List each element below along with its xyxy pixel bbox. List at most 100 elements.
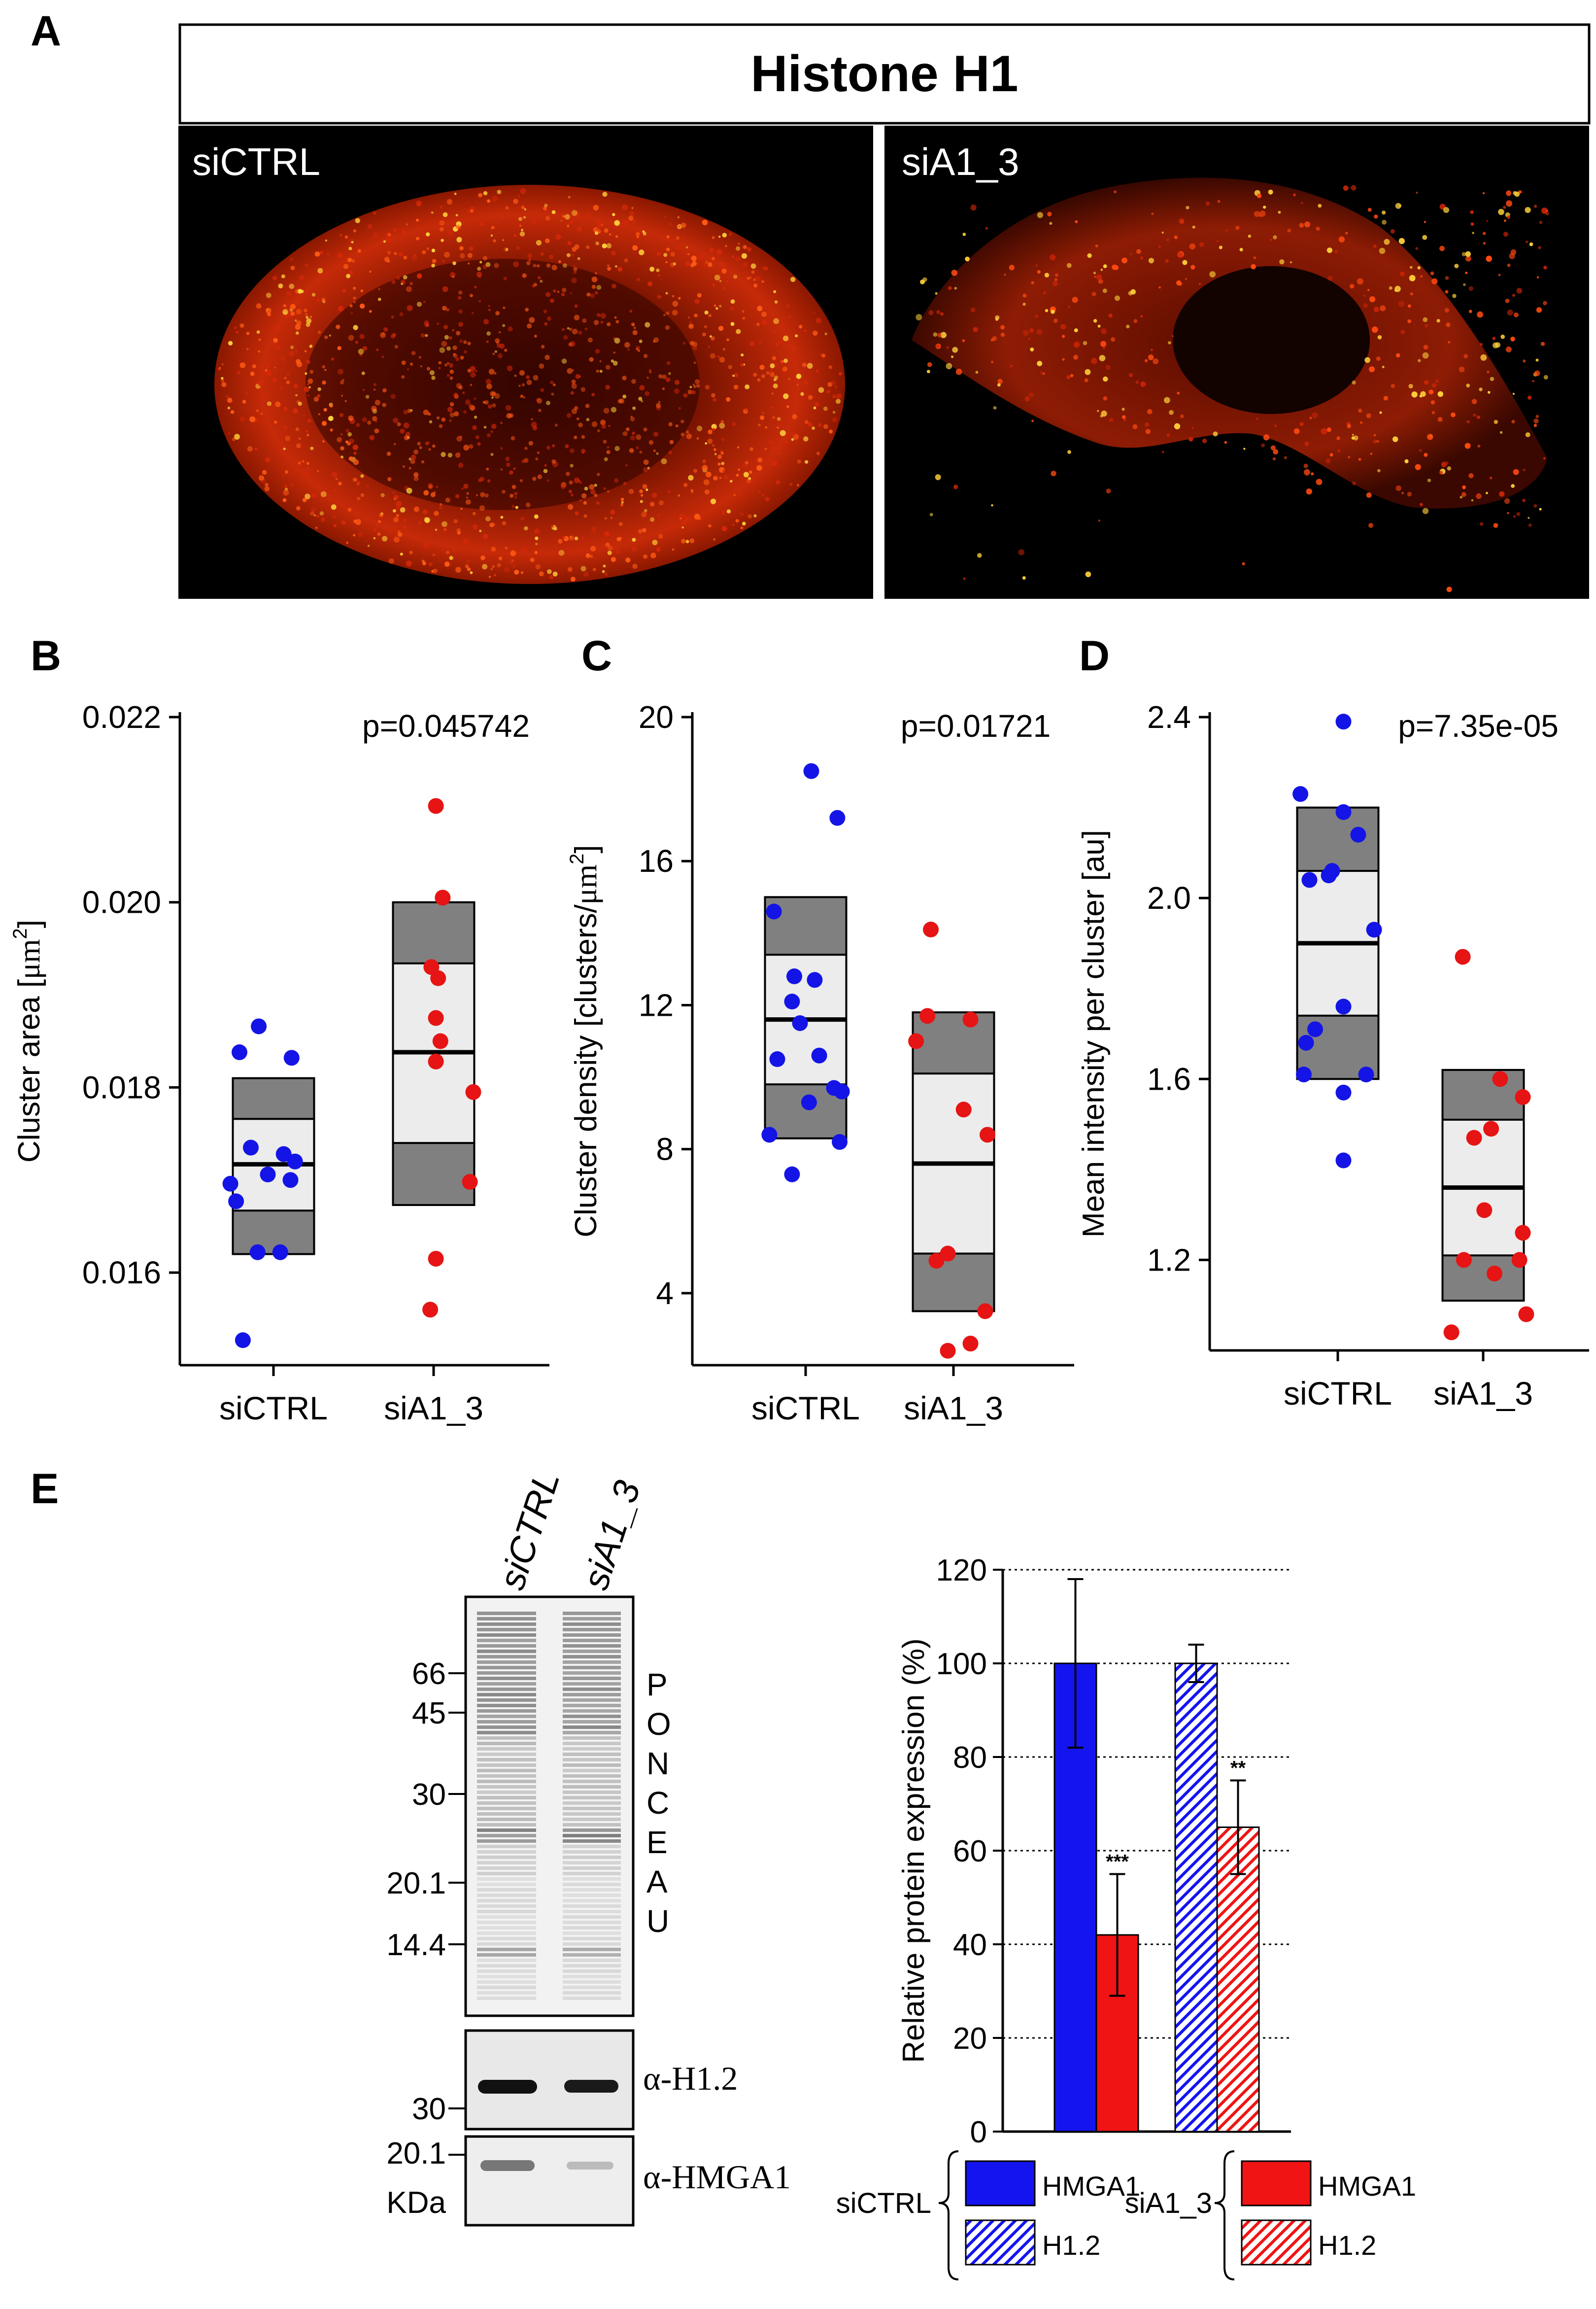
speckle (1114, 190, 1117, 194)
speckle (1468, 473, 1474, 479)
speckle (1373, 439, 1377, 444)
speckle (446, 374, 450, 377)
y-tick-label: 120 (936, 1553, 987, 1587)
speckle (394, 252, 397, 255)
speckle (1395, 203, 1401, 209)
speckle (289, 283, 295, 289)
speckle (449, 556, 453, 560)
speckle (1401, 492, 1404, 494)
speckle (709, 247, 714, 253)
speckle (739, 512, 744, 516)
speckle (524, 208, 527, 211)
speckle (674, 388, 679, 394)
speckle (792, 414, 797, 419)
speckle (533, 264, 537, 268)
speckle (538, 409, 542, 413)
speckle (537, 398, 543, 404)
speckle (534, 551, 538, 554)
speckle (953, 484, 958, 489)
x-tick-label: siCTRL (751, 1390, 860, 1426)
speckle (394, 537, 400, 543)
speckle (1073, 342, 1080, 348)
speckle (429, 370, 435, 376)
data-point-siCTRL (1301, 872, 1318, 888)
speckle (532, 477, 537, 481)
speckle (638, 397, 643, 401)
speckle (612, 361, 618, 366)
speckle (285, 436, 291, 441)
speckle (721, 526, 727, 531)
speckle (770, 446, 776, 451)
speckle (658, 274, 660, 276)
speckle (607, 446, 610, 448)
speckle (237, 371, 241, 375)
speckle (502, 239, 505, 241)
gel-band (563, 1671, 621, 1675)
x-tick-label: siA1_3 (904, 1390, 1003, 1426)
speckle (316, 298, 320, 302)
speckle (1511, 484, 1515, 488)
speckle (1419, 448, 1422, 452)
speckle (1263, 434, 1270, 441)
speckle (382, 403, 386, 407)
gel-band (477, 1725, 536, 1729)
speckle (1105, 365, 1111, 370)
speckle (466, 496, 468, 499)
speckle (1482, 192, 1485, 195)
speckle (712, 236, 715, 240)
speckle (432, 259, 437, 263)
speckle (455, 214, 458, 217)
speckle (653, 449, 656, 452)
speckle (1251, 264, 1256, 270)
speckle (1382, 366, 1385, 369)
speckle (678, 494, 680, 497)
speckle (1439, 245, 1445, 251)
speckle (937, 333, 942, 338)
speckle (802, 362, 807, 367)
speckle (636, 434, 642, 440)
speckle (543, 207, 547, 210)
speckle (560, 484, 566, 489)
speckle (1209, 271, 1216, 277)
speckle (832, 411, 836, 414)
speckle (1523, 468, 1526, 472)
speckle (796, 374, 802, 379)
speckle (656, 251, 661, 256)
speckle (455, 494, 460, 499)
speckle (713, 398, 717, 402)
speckle (482, 265, 487, 269)
speckle (346, 541, 349, 544)
speckle (488, 404, 492, 409)
speckle (1471, 499, 1474, 502)
speckle (309, 315, 312, 318)
gel-band (563, 1937, 621, 1940)
speckle (418, 356, 422, 359)
speckle (753, 373, 757, 377)
gel-band (563, 1953, 621, 1957)
speckle (643, 427, 647, 432)
speckle (535, 543, 538, 546)
speckle (447, 407, 453, 413)
speckle (614, 478, 619, 483)
speckle (1398, 301, 1405, 307)
speckle (804, 329, 807, 333)
speckle (333, 524, 337, 527)
speckle (631, 322, 635, 326)
speckle (311, 293, 316, 297)
speckle (1274, 424, 1277, 427)
data-point-siCTRL (761, 1127, 778, 1143)
speckle (1121, 408, 1125, 411)
speckle (1376, 356, 1381, 361)
speckle (762, 319, 767, 325)
speckle (407, 368, 409, 371)
speckle (762, 493, 765, 497)
speckle (1161, 231, 1164, 234)
speckle (1390, 229, 1395, 234)
gel-band (477, 1872, 536, 1875)
marker-label: 14.4 (386, 1928, 446, 1962)
speckle (337, 437, 342, 443)
speckle (1477, 311, 1484, 318)
gel-band (477, 1964, 536, 1967)
speckle (596, 226, 602, 232)
speckle (611, 251, 616, 256)
